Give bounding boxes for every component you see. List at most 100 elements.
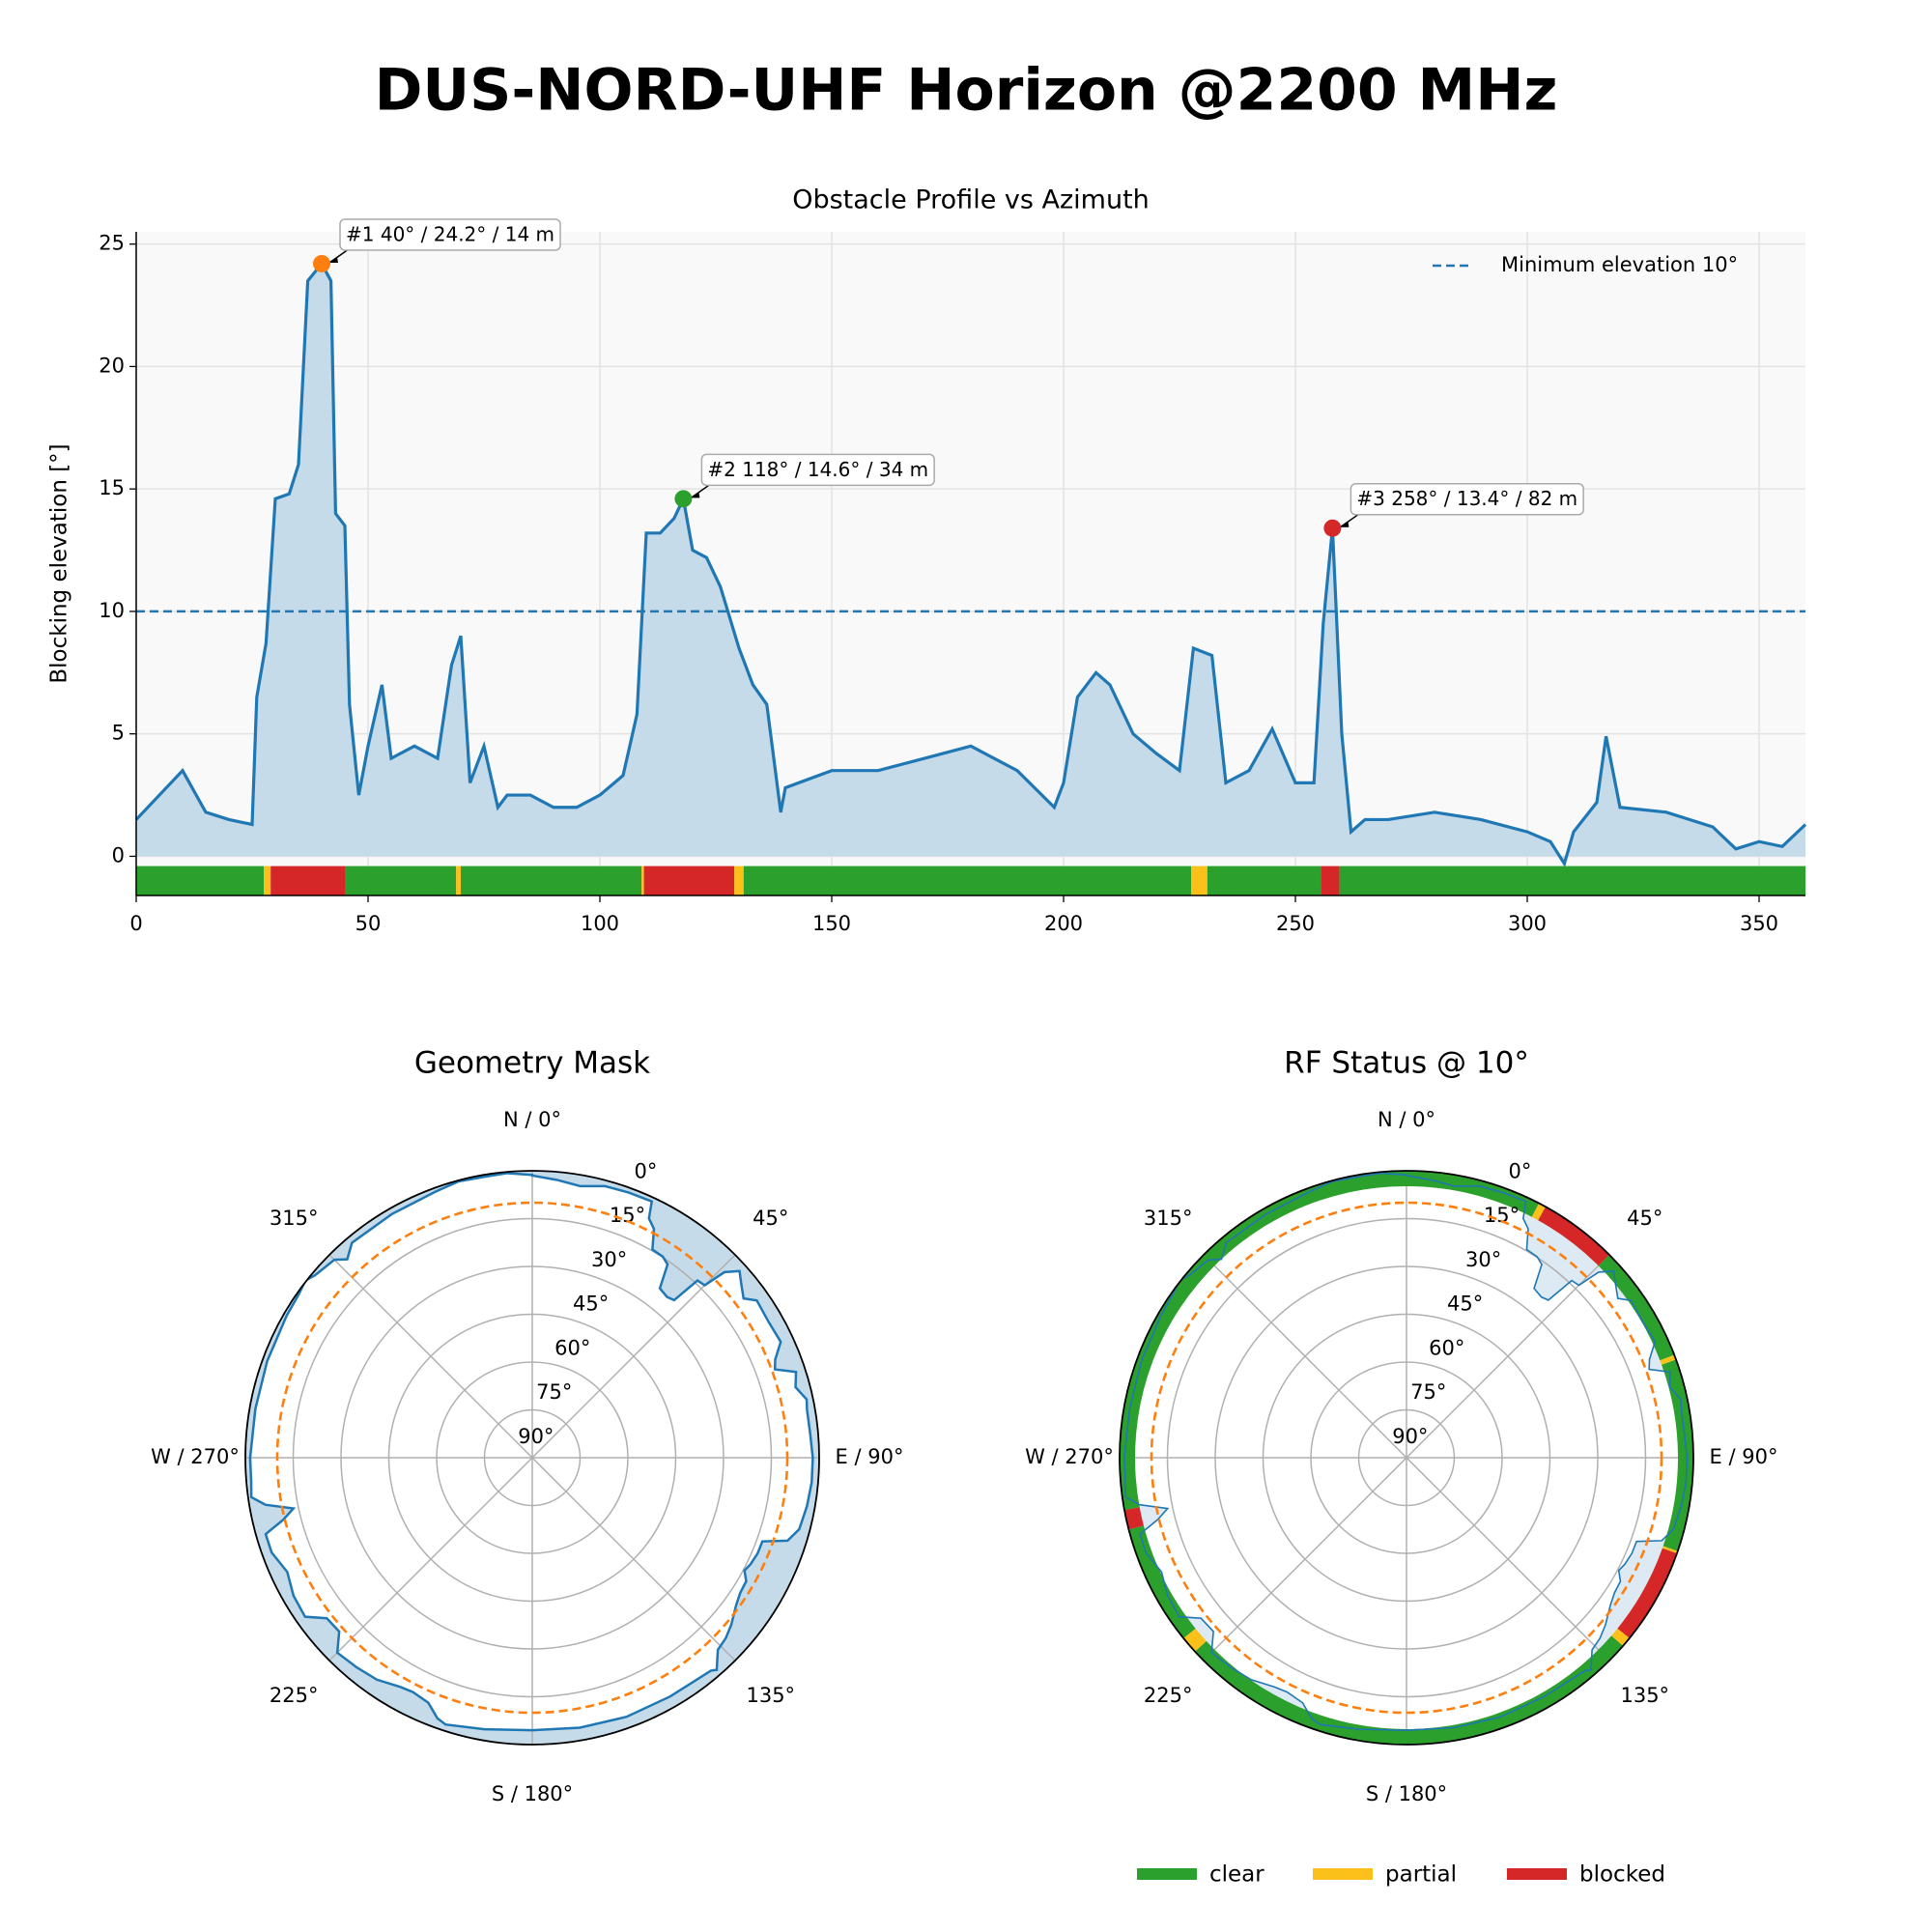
figure-title: DUS-NORD-UHF Horizon @2200 MHz	[375, 57, 1558, 125]
status-band	[641, 866, 644, 895]
angular-tick-label: S / 180°	[1366, 1782, 1447, 1805]
angular-tick-label: 225°	[1144, 1684, 1193, 1707]
angular-grid	[1203, 1254, 1407, 1459]
status-band	[1321, 866, 1340, 895]
status-ring-segment	[1662, 1546, 1678, 1554]
mask-circle	[275, 1201, 789, 1715]
legend-label: blocked	[1579, 1862, 1665, 1888]
arrow-head	[690, 492, 700, 498]
profile-line	[134, 261, 1807, 867]
angular-tick-label: W / 270°	[1025, 1445, 1114, 1468]
y-tick-label: 10	[99, 599, 125, 622]
radial-tick-label: 0°	[635, 1159, 658, 1182]
status-ring-segment	[1531, 1203, 1546, 1221]
radial-tick-label: 75°	[536, 1380, 572, 1404]
status-ring-segment	[1662, 1359, 1693, 1551]
angular-tick-label: 45°	[1627, 1207, 1662, 1230]
angular-tick-label: 315°	[1144, 1207, 1193, 1230]
x-tick-label: 50	[355, 912, 382, 935]
angular-grid	[531, 1254, 736, 1459]
x-tick-label: 150	[812, 912, 851, 935]
angular-grid	[1203, 1457, 1407, 1662]
status-band	[1207, 866, 1321, 895]
angular-grid	[1406, 1254, 1610, 1459]
polar-plot	[1120, 1171, 1693, 1745]
x-tick-label: 250	[1276, 912, 1315, 935]
peak-marker	[1323, 519, 1342, 537]
legend-label: partial	[1385, 1862, 1457, 1888]
status-ring-segment	[1660, 1354, 1677, 1365]
x-tick-label: 300	[1508, 912, 1547, 935]
radial-tick-label: 30°	[1465, 1248, 1501, 1271]
y-tick-label: 20	[99, 354, 125, 377]
angular-tick-label: 135°	[746, 1684, 795, 1707]
legend-label: clear	[1209, 1862, 1264, 1888]
angular-tick-label: 225°	[270, 1684, 319, 1707]
polar-frame	[1119, 1170, 1694, 1746]
annotation-box	[700, 453, 935, 487]
status-ring-segment	[1195, 1635, 1624, 1745]
arrow-head	[328, 256, 338, 263]
status-ring-segment	[1183, 1628, 1207, 1652]
y-tick-label: 15	[99, 476, 125, 499]
status-ring-segment	[1617, 1548, 1677, 1638]
status-band	[1191, 866, 1208, 895]
status-band	[345, 866, 457, 895]
annotation-box	[1350, 482, 1584, 516]
radial-tick-label: 75°	[1410, 1380, 1446, 1404]
y-axis-label: Blocking elevation [°]	[47, 443, 72, 683]
area	[136, 263, 1805, 865]
angular-grid	[328, 1254, 533, 1459]
angular-tick-label: 135°	[1620, 1684, 1669, 1707]
status-ring-segment	[1538, 1207, 1610, 1266]
angular-tick-label: 315°	[270, 1207, 319, 1230]
annotation-box	[339, 218, 561, 251]
status-band	[264, 866, 271, 895]
horizon-line	[1123, 1172, 1689, 1731]
x-tick-label: 200	[1044, 912, 1083, 935]
x-tick-label: 100	[581, 912, 619, 935]
angular-grid	[1406, 1457, 1610, 1662]
angular-tick-label: 45°	[753, 1207, 788, 1230]
radial-tick-label: 60°	[554, 1336, 590, 1359]
horizon-line	[248, 1172, 814, 1732]
status-band	[270, 866, 345, 895]
y-tick-label: 25	[99, 232, 125, 255]
annotation-text: #3 258° / 13.4° / 82 m	[1356, 487, 1577, 510]
subplot-title: Geometry Mask	[414, 1046, 650, 1081]
radial-tick-label: 45°	[1447, 1293, 1483, 1316]
y-tick-label: 0	[112, 843, 125, 867]
angular-tick-label: W / 270°	[151, 1445, 240, 1468]
x-tick-label: 350	[1740, 912, 1778, 935]
annotation-text: #1 40° / 24.2° / 14 m	[346, 222, 554, 245]
mask-circle	[1150, 1201, 1663, 1715]
radial-tick-label: 0°	[1509, 1159, 1532, 1182]
angular-tick-label: N / 0°	[1378, 1108, 1435, 1131]
angular-grid	[531, 1457, 736, 1662]
polar-plot	[245, 1171, 819, 1745]
peak-marker	[674, 490, 693, 508]
radial-tick-label: 30°	[591, 1248, 627, 1271]
status-ring-segment	[1128, 1525, 1196, 1638]
angular-tick-label: E / 90°	[1710, 1445, 1778, 1468]
status-ring-segment	[1123, 1507, 1144, 1530]
radial-tick-label: 60°	[1429, 1336, 1464, 1359]
angular-tick-label: N / 0°	[503, 1108, 561, 1131]
status-band	[456, 866, 461, 895]
arrow-head	[1339, 521, 1350, 527]
status-band	[136, 866, 264, 895]
status-band	[461, 866, 642, 895]
y-tick-label: 5	[112, 722, 125, 745]
angular-grid	[328, 1457, 533, 1662]
status-ring-segment	[1611, 1628, 1630, 1646]
legend-label: Minimum elevation 10°	[1501, 253, 1738, 276]
x-tick-label: 0	[129, 912, 142, 935]
status-band	[643, 866, 735, 895]
status-band	[743, 866, 1191, 895]
radial-tick-label: 90°	[1392, 1425, 1428, 1448]
status-ring-segment	[1598, 1254, 1675, 1361]
status-band	[734, 866, 744, 895]
subplot-title: Obstacle Profile vs Azimuth	[792, 185, 1150, 215]
annotation-text: #2 118° / 14.6° / 34 m	[707, 458, 928, 481]
